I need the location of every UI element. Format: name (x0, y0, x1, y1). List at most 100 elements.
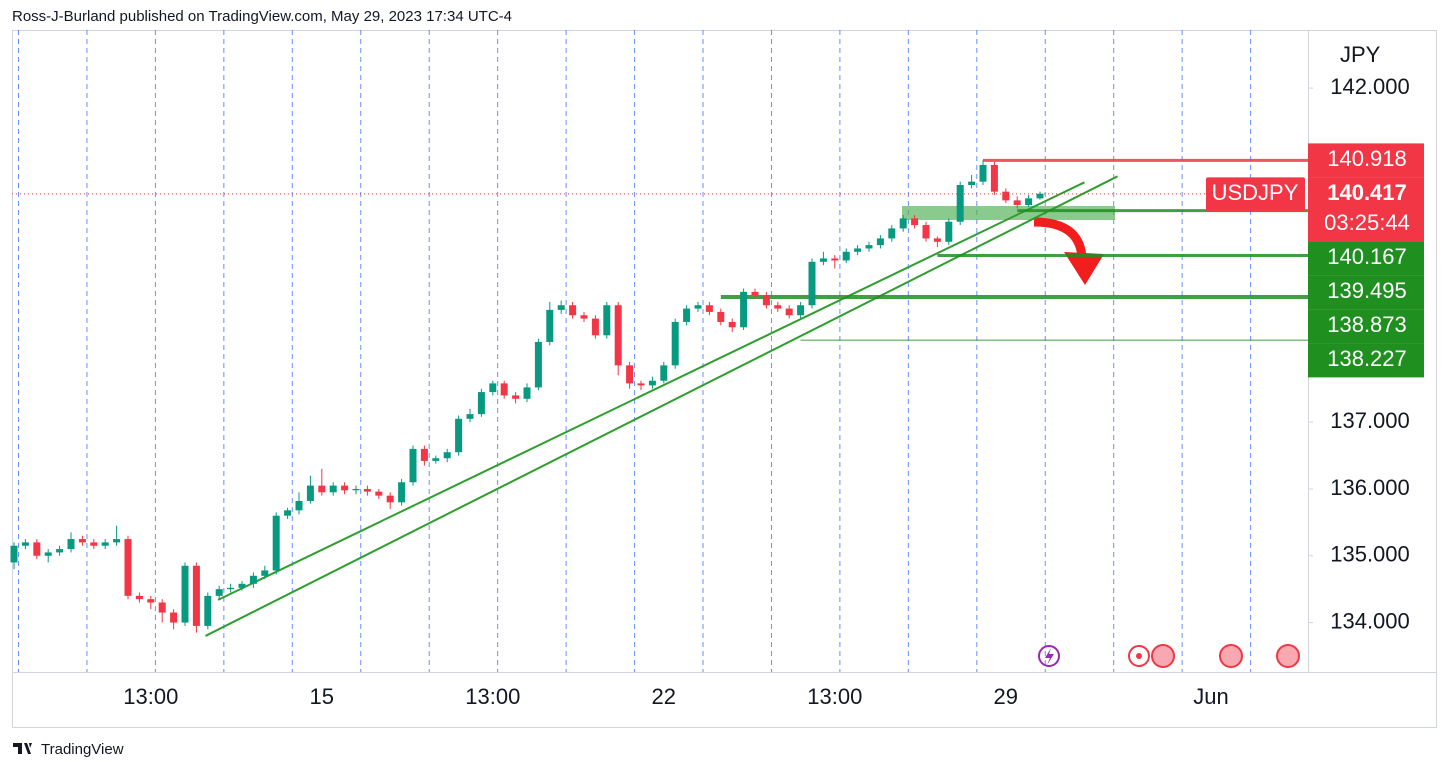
level-label: 139.495 (1327, 278, 1407, 303)
event-icon[interactable] (1151, 644, 1175, 668)
event-icon-dot (1136, 653, 1142, 659)
candle-body (854, 248, 862, 252)
candle-body (990, 164, 998, 192)
event-icon-bolt (1045, 648, 1054, 665)
level-label-box (1308, 309, 1424, 344)
candle-body (637, 383, 645, 386)
down-arrow-head (1064, 252, 1104, 285)
candle-body (614, 305, 622, 366)
candle-body (956, 184, 964, 222)
candle-body (660, 365, 668, 381)
candle-body (831, 258, 839, 261)
symbol-label: USDJPY (1212, 180, 1299, 205)
y-tick-label: 135.000 (1330, 542, 1410, 567)
candle-body (762, 295, 770, 306)
x-tick-label: Jun (1193, 684, 1228, 709)
y-tick-label: 134.000 (1330, 608, 1410, 633)
candle-body (500, 383, 508, 396)
level-label-box (1308, 241, 1424, 276)
candle-body (808, 261, 816, 306)
candle-body (352, 488, 360, 491)
candle-body (204, 595, 212, 626)
candle-body (819, 258, 827, 262)
candle-body (603, 305, 611, 336)
x-tick-label: 13:00 (465, 684, 520, 709)
candle-body (215, 589, 223, 596)
candle-body (33, 542, 41, 556)
event-icon[interactable] (1219, 644, 1243, 668)
candle-body (945, 221, 953, 242)
candle-body (375, 491, 383, 496)
level-label-box (1308, 275, 1424, 310)
event-icon[interactable] (1276, 644, 1300, 668)
y-tick-label: 137.000 (1330, 408, 1410, 433)
last-price-box (1308, 177, 1424, 242)
candle-body (785, 308, 793, 316)
candle-body (546, 309, 554, 342)
candle-body (1013, 200, 1021, 206)
candle-body (78, 539, 86, 543)
candle-body (591, 318, 599, 336)
candle-body (443, 452, 451, 459)
trendline (205, 175, 1118, 637)
level-label-box (1308, 343, 1424, 378)
last-price-label: 140.417 (1327, 180, 1407, 205)
candle-body (705, 305, 713, 312)
candle-body (557, 305, 565, 310)
candle-body (90, 542, 98, 546)
candle-body (683, 308, 691, 322)
candle-body (512, 395, 520, 399)
candle-body (1002, 191, 1010, 201)
candle-body (717, 311, 725, 322)
candle-body (181, 565, 189, 623)
currency: JPY (1340, 42, 1381, 67)
candle-body (158, 602, 166, 613)
x-tick-label: 13:00 (807, 684, 862, 709)
countdown-label: 03:25:44 (1324, 210, 1410, 235)
candle-body (888, 228, 896, 239)
candle-body (67, 539, 75, 550)
level-label: 140.918 (1327, 146, 1407, 171)
candle-body (580, 315, 588, 319)
candle-body (728, 321, 736, 328)
candle-body (774, 305, 782, 309)
level-label: 138.227 (1327, 346, 1407, 371)
candle-body (386, 495, 394, 503)
candle-body (249, 575, 257, 584)
candle-body (979, 164, 987, 182)
event-icons (1038, 644, 1300, 668)
candle-body (899, 218, 907, 229)
level-label: 138.873 (1327, 312, 1407, 337)
candle-body (238, 583, 246, 588)
candle-body (261, 570, 269, 576)
candle-body (569, 305, 577, 316)
attribution: Ross-J-Burland published on TradingView.… (12, 8, 512, 25)
candle-body (56, 549, 64, 553)
chart-frame (12, 30, 1437, 728)
candle-body (922, 225, 930, 239)
event-icon[interactable] (1038, 645, 1060, 667)
candle-body (295, 500, 303, 511)
candle-body (10, 545, 18, 563)
candle-body (21, 542, 29, 546)
candle-body (865, 245, 873, 249)
x-tick-label: 29 (994, 684, 1018, 709)
y-tick-label: 136.000 (1330, 475, 1410, 500)
candle-body (44, 552, 52, 556)
y-tick-label: 142.000 (1330, 74, 1410, 99)
candle-body (272, 515, 280, 571)
candle-body (284, 510, 292, 516)
candle-body (648, 380, 656, 386)
candle-body (124, 539, 132, 596)
candle-body (626, 365, 634, 384)
footer-logo: TradingView (13, 741, 124, 758)
candle-body (876, 238, 884, 246)
candle-body (455, 418, 463, 453)
candle-body (477, 392, 485, 415)
candle-body (101, 542, 109, 546)
candle-body (740, 291, 748, 328)
down-arrow (1033, 217, 1087, 259)
candle-body (341, 485, 349, 491)
candle-body (1036, 193, 1044, 199)
